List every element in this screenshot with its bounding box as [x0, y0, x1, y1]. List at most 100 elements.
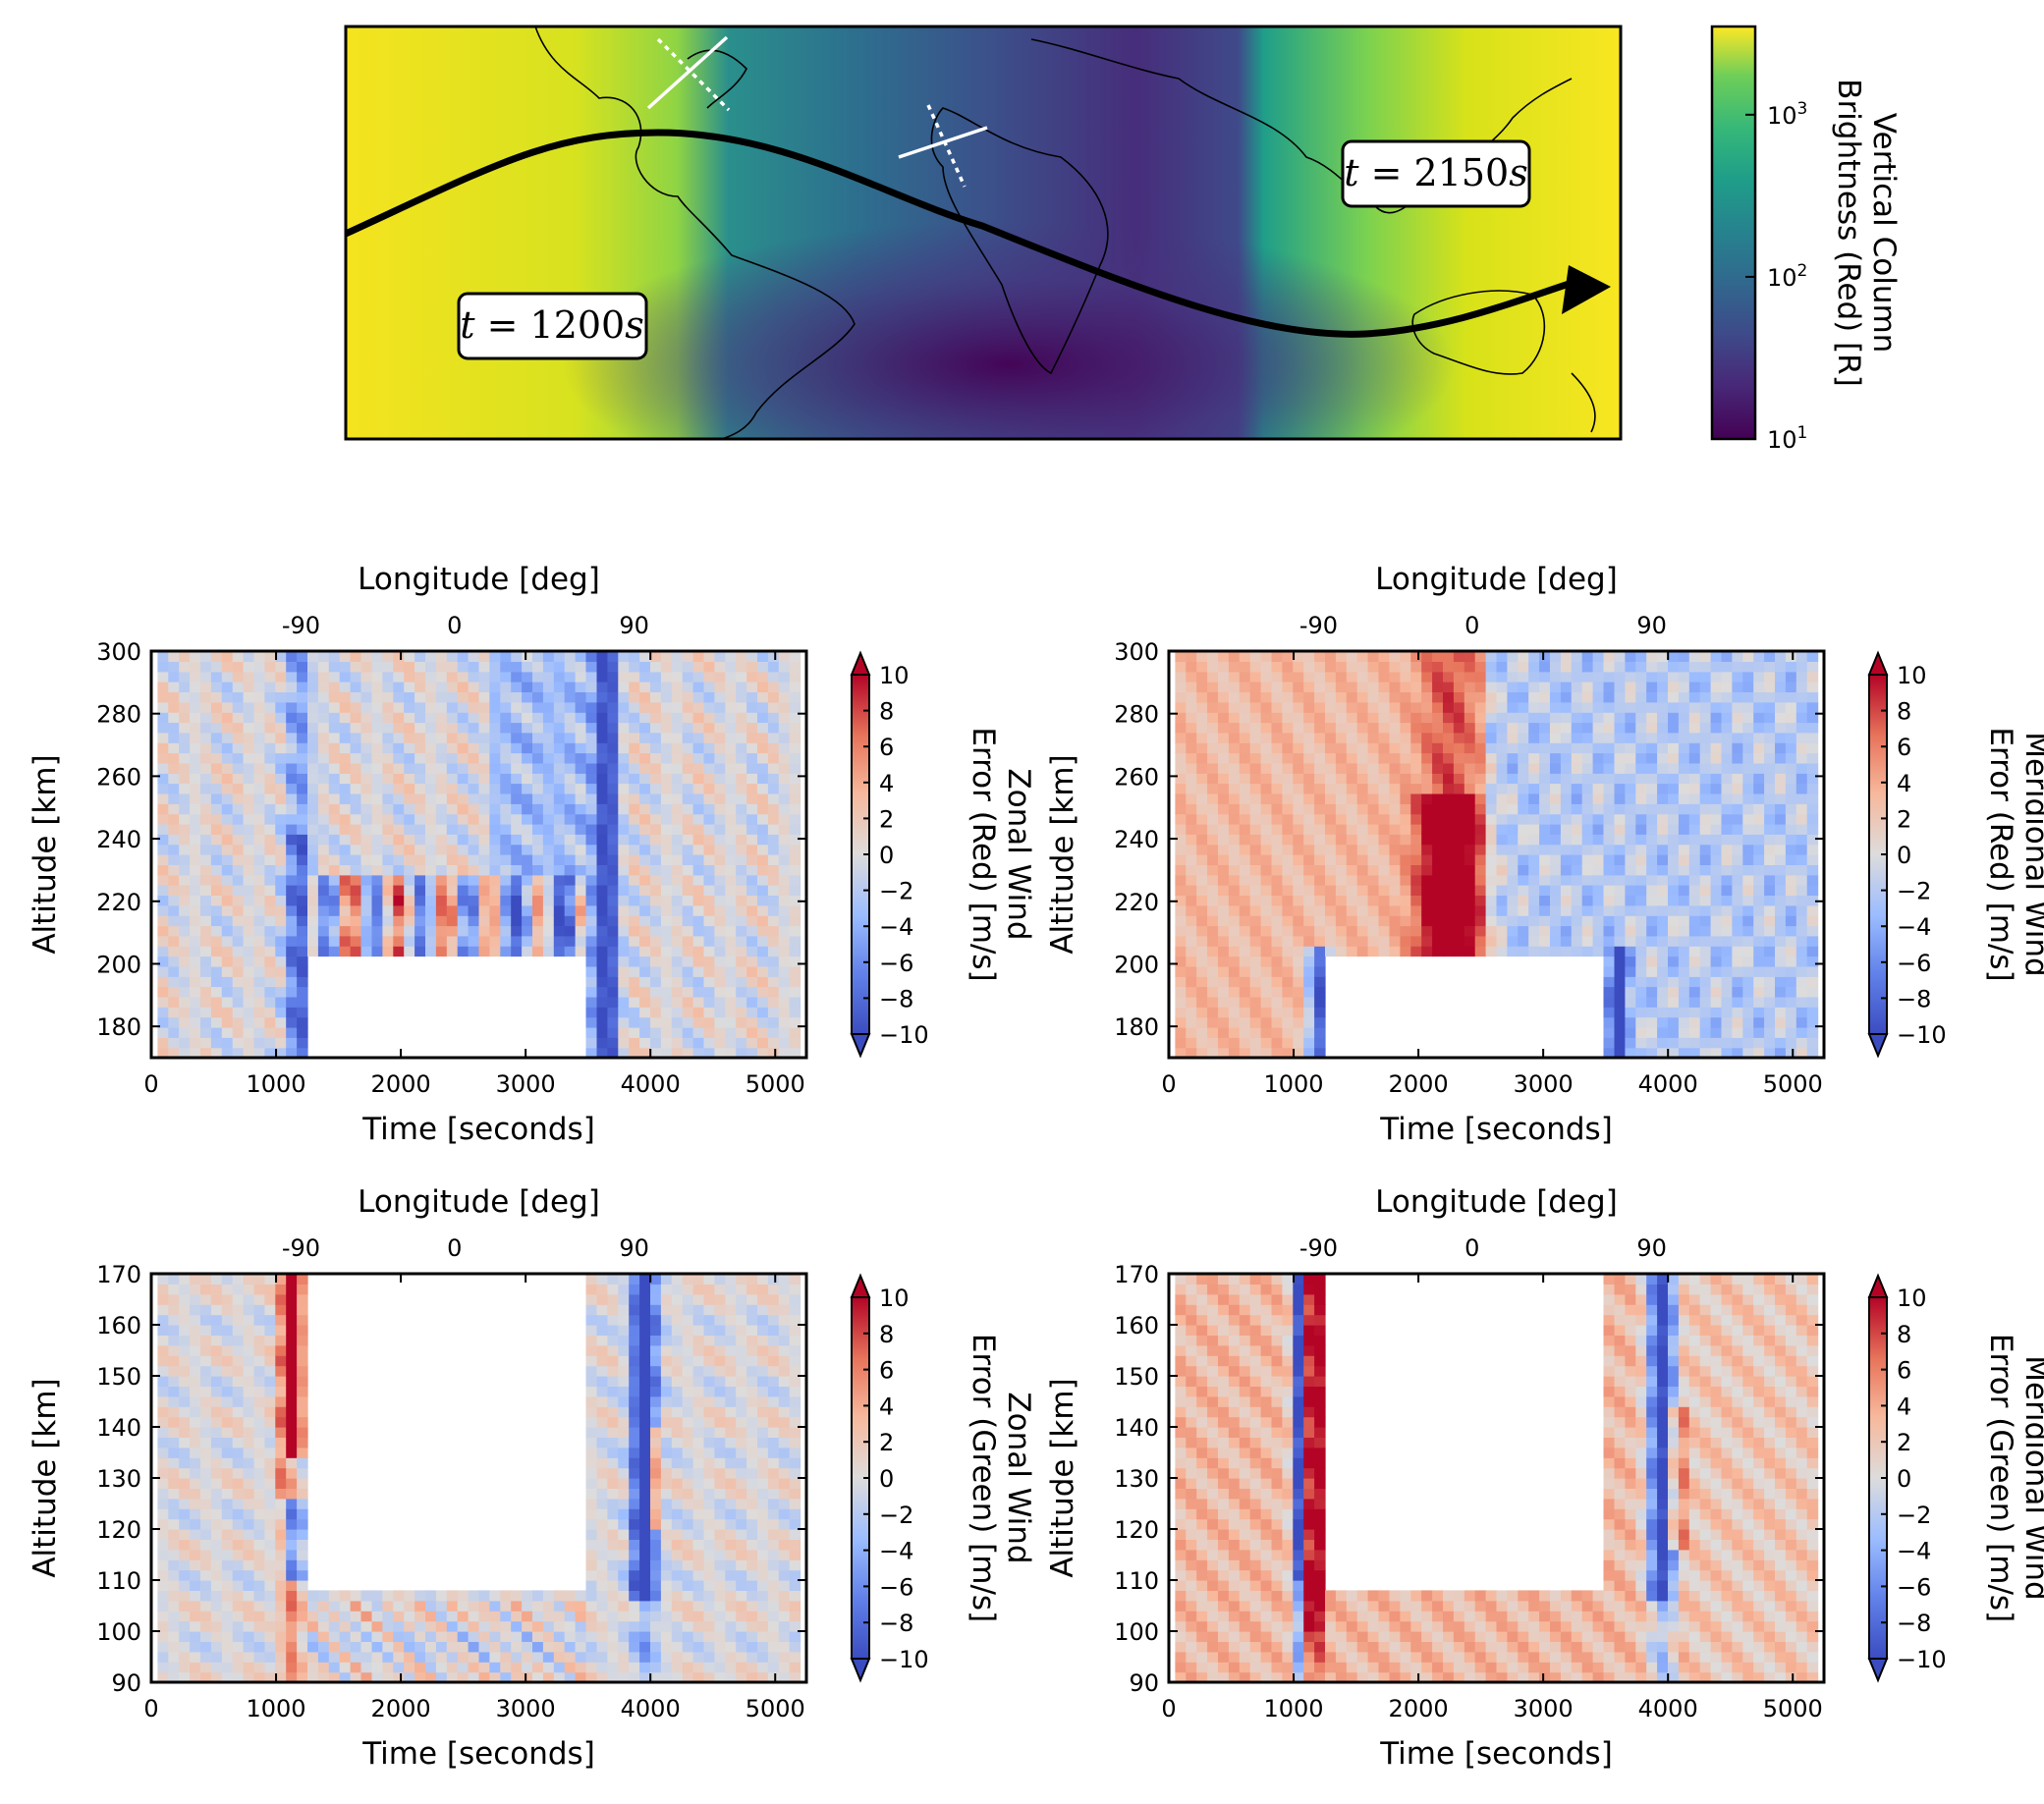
heatmap-cell — [1400, 813, 1411, 825]
heatmap-cell — [1571, 813, 1583, 825]
heatmap-cell — [1635, 722, 1647, 734]
heatmap-cell — [703, 691, 715, 703]
colorbar-tick-label: 2 — [1897, 805, 1911, 833]
heatmap-cell — [1646, 895, 1658, 906]
heatmap-cell — [1325, 712, 1337, 724]
heatmap-cell — [307, 651, 319, 662]
heatmap-cell — [1293, 946, 1304, 957]
heatmap-cell — [1356, 904, 1369, 916]
heatmap-cell — [1688, 813, 1701, 825]
heatmap-cell — [607, 935, 619, 947]
heatmap-cell — [1303, 793, 1315, 804]
heatmap-cell — [297, 1007, 308, 1018]
heatmap-cell — [1710, 732, 1723, 743]
heatmap-cell — [1603, 793, 1615, 804]
heatmap-cell — [190, 1620, 201, 1632]
heatmap-cell — [1795, 813, 1808, 825]
heatmap-cell — [671, 1007, 684, 1018]
heatmap-cell — [564, 844, 577, 855]
heatmap-cell — [1453, 935, 1465, 947]
heatmap-cell — [1421, 915, 1433, 927]
heatmap-cell — [1239, 722, 1251, 734]
heatmap-cell — [1592, 701, 1605, 713]
heatmap-cell — [1218, 813, 1230, 825]
heatmap-cell — [703, 925, 715, 937]
heatmap-cell — [522, 885, 533, 896]
heatmap-cell — [1646, 1007, 1658, 1018]
heatmap-cell — [446, 854, 459, 865]
heatmap-cell — [1271, 834, 1283, 846]
heatmap-cell — [264, 1447, 276, 1458]
heatmap-cell — [232, 885, 245, 896]
heatmap-cell — [1753, 701, 1765, 713]
heatmap-cell — [243, 661, 255, 673]
heatmap-cell — [1421, 895, 1433, 906]
heatmap-cell — [221, 935, 234, 947]
heatmap-cell — [1785, 793, 1797, 804]
heatmap-cell — [1668, 824, 1680, 835]
heatmap-cell — [1614, 946, 1626, 957]
heatmap-cell — [1742, 1016, 1754, 1028]
heatmap-cell — [1528, 935, 1540, 947]
heatmap-cell — [297, 752, 308, 764]
heatmap-cell — [1303, 976, 1315, 988]
heatmap-cell — [692, 976, 705, 988]
heatmap-cell — [404, 904, 415, 916]
heatmap-cell — [1518, 915, 1529, 927]
heatmap-cell — [1721, 752, 1733, 764]
heatmap-cell — [253, 682, 265, 692]
heatmap-cell — [1367, 732, 1380, 743]
heatmap-cell — [564, 864, 577, 876]
heatmap-cell — [511, 701, 523, 713]
heatmap-cell — [660, 701, 673, 713]
heatmap-cell — [1560, 691, 1573, 703]
heatmap-cell — [253, 1376, 265, 1387]
heatmap-cell — [629, 1016, 640, 1028]
heatmap-cell — [532, 762, 544, 774]
heatmap-cell — [489, 946, 501, 957]
heatmap-cell — [297, 895, 308, 906]
heatmap-cell — [1668, 925, 1680, 937]
heatmap-cell — [650, 732, 662, 743]
heatmap-cell — [1635, 651, 1647, 662]
heatmap-cell — [1785, 1047, 1797, 1059]
heatmap-cell — [350, 885, 362, 896]
heatmap-cell — [179, 722, 191, 734]
heatmap-cell — [168, 1427, 180, 1438]
heatmap-cell — [1625, 783, 1636, 794]
heatmap-cell — [1646, 793, 1658, 804]
heatmap-cell — [1207, 691, 1219, 703]
heatmap-cell — [457, 824, 470, 835]
annotation-t1200-unit: s — [625, 303, 644, 347]
heatmap-cell — [414, 661, 426, 673]
heatmap-cell — [671, 813, 684, 825]
heatmap-cell — [1668, 803, 1680, 815]
heatmap-cell — [382, 762, 394, 774]
heatmap-cell — [404, 925, 415, 937]
heatmap-cell — [714, 1037, 726, 1049]
heatmap-cell — [457, 844, 470, 855]
heatmap-cell — [1657, 773, 1669, 785]
heatmap-cell — [564, 874, 577, 886]
heatmap-cell — [629, 904, 640, 916]
heatmap-cell — [725, 976, 737, 988]
heatmap-cell — [1228, 874, 1241, 886]
heatmap-cell — [286, 935, 298, 947]
heatmap-cell — [1699, 661, 1712, 673]
heatmap-cell — [232, 915, 245, 927]
heatmap-cell — [168, 742, 180, 754]
heatmap-cell — [435, 762, 448, 774]
heatmap-cell — [1614, 722, 1626, 734]
heatmap-cell — [1550, 752, 1562, 764]
heatmap-cell — [1614, 895, 1626, 906]
heatmap-cell — [253, 1304, 265, 1316]
heatmap-cell — [639, 762, 651, 774]
heatmap-cell — [1367, 773, 1380, 785]
heatmap-cell — [1282, 742, 1294, 754]
heatmap-cell — [210, 925, 223, 937]
heatmap-cell — [1335, 691, 1348, 703]
heatmap-cell — [1496, 874, 1508, 886]
heatmap-cell — [1603, 956, 1615, 967]
heatmap-cell — [1764, 682, 1776, 692]
heatmap-cell — [1646, 722, 1658, 734]
